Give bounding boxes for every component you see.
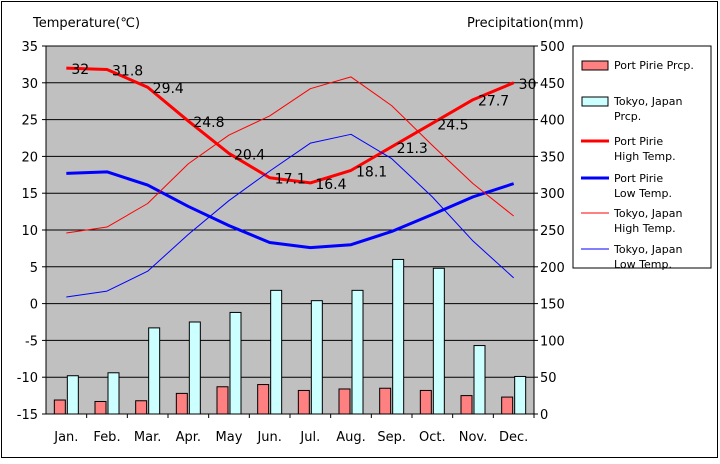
data-label: 27.7 [478,94,509,110]
y-left-tick-label: 15 [21,187,38,202]
x-tick-label: Feb. [93,430,120,445]
y-left-tick-label: 10 [21,224,38,239]
grid-lines [46,82,534,378]
y-right-tick-label: 150 [540,298,565,313]
bar [379,387,392,415]
bar [270,289,283,415]
y-right-tick-label: 100 [540,334,565,349]
x-tick-label: May [216,430,243,445]
data-label: 21.3 [397,141,428,157]
line-series [66,66,515,298]
y-left-title: Temperature(℃) [32,16,140,31]
bar [257,384,270,415]
legend-label: Port Pirie [614,172,663,185]
data-label: 20.4 [234,147,265,163]
bar [338,388,351,415]
line-2 [66,76,514,234]
legend-label: Tokyo, Japan [613,95,682,108]
legend: Port Pirie Prcp. Tokyo, Japan Prcp. Port Pi… [572,45,712,271]
bar [107,372,120,415]
y-left-tick-label: 35 [21,40,38,55]
data-label: 32 [71,62,89,78]
x-tick-label: Jul. [299,430,320,445]
bar [94,400,107,415]
y-left-tick-label: 5 [30,261,38,276]
bar [310,300,323,415]
line-0 [66,66,515,185]
y-left-tick-label: 25 [21,114,38,129]
bar [175,392,188,415]
x-tick-label: Jan. [53,430,78,445]
y-right-tick-label: 450 [540,77,565,92]
y-right-tick-label: 350 [540,150,565,165]
y-right-tick-label: 50 [540,371,557,386]
y-right-tick-label: 250 [540,224,565,239]
bar [473,345,486,415]
data-label: 18.1 [356,164,387,180]
x-tick-label: Aug. [336,430,366,445]
data-label: 17.1 [275,172,306,188]
y-right-tick-label: 400 [540,114,565,129]
y-right-title: Precipitation(mm) [467,16,584,31]
bar [66,375,79,415]
legend-swatch [581,96,609,107]
x-tick-label: Dec. [499,430,528,445]
legend-box [572,45,712,269]
data-labels: 32 31.8 29.4 24.8 20.4 17.1 16.4 18.1 21.3 24.5 27… [71,62,536,193]
x-tick-label: Sep. [377,430,406,445]
data-label: 31.8 [112,64,143,80]
line-3 [66,133,515,298]
x-tick-label: Nov. [459,430,488,445]
legend-label: High Temp. [614,222,676,235]
bar [351,289,364,415]
y-left-tick-label: 20 [21,150,38,165]
bar [392,258,405,415]
legend-label: Prcp. [614,110,641,123]
y-right-tick-label: 300 [540,187,565,202]
legend-swatch [581,60,609,71]
bar [188,321,201,415]
data-label: 30 [519,77,537,93]
bar [216,386,229,415]
x-tick-label: Jun. [256,430,281,445]
bar [460,395,473,415]
bar [148,327,161,415]
line-1 [66,170,515,250]
legend-label: High Temp. [614,150,676,163]
data-label: 24.8 [193,115,224,131]
y-right-tick-label: 0 [540,408,548,423]
y-left-tick-label: 30 [21,77,38,92]
bar [53,399,66,415]
bar [229,311,242,415]
x-tick-label: Oct. [419,430,446,445]
y-left-tick-label: -15 [17,408,38,423]
legend-label: Low Temp. [614,258,672,271]
bar [501,396,514,415]
bar [419,389,432,415]
data-label: 29.4 [153,81,184,97]
bar [135,400,148,415]
y-right-tick-label: 500 [540,40,565,55]
y-left-tick-label: -5 [25,334,38,349]
bar [514,375,527,415]
y-left-tick-label: -10 [17,371,38,386]
x-tick-label: Apr. [176,430,201,445]
bar [297,389,310,415]
axes: 35302520151050-5-10-15500450400350300250… [17,40,565,445]
legend-label: Port Pirie [614,135,663,148]
x-tick-label: Mar. [134,430,161,445]
y-left-tick-label: 0 [30,298,38,313]
data-label: 16.4 [315,177,346,193]
legend-label: Tokyo, Japan [613,207,682,220]
legend-label: Low Temp. [614,187,672,200]
bar [432,267,445,415]
legend-label: Port Pirie Prcp. [614,59,694,72]
legend-label: Tokyo, Japan [613,243,682,256]
data-label: 24.5 [437,117,468,133]
y-right-tick-label: 200 [540,261,565,276]
